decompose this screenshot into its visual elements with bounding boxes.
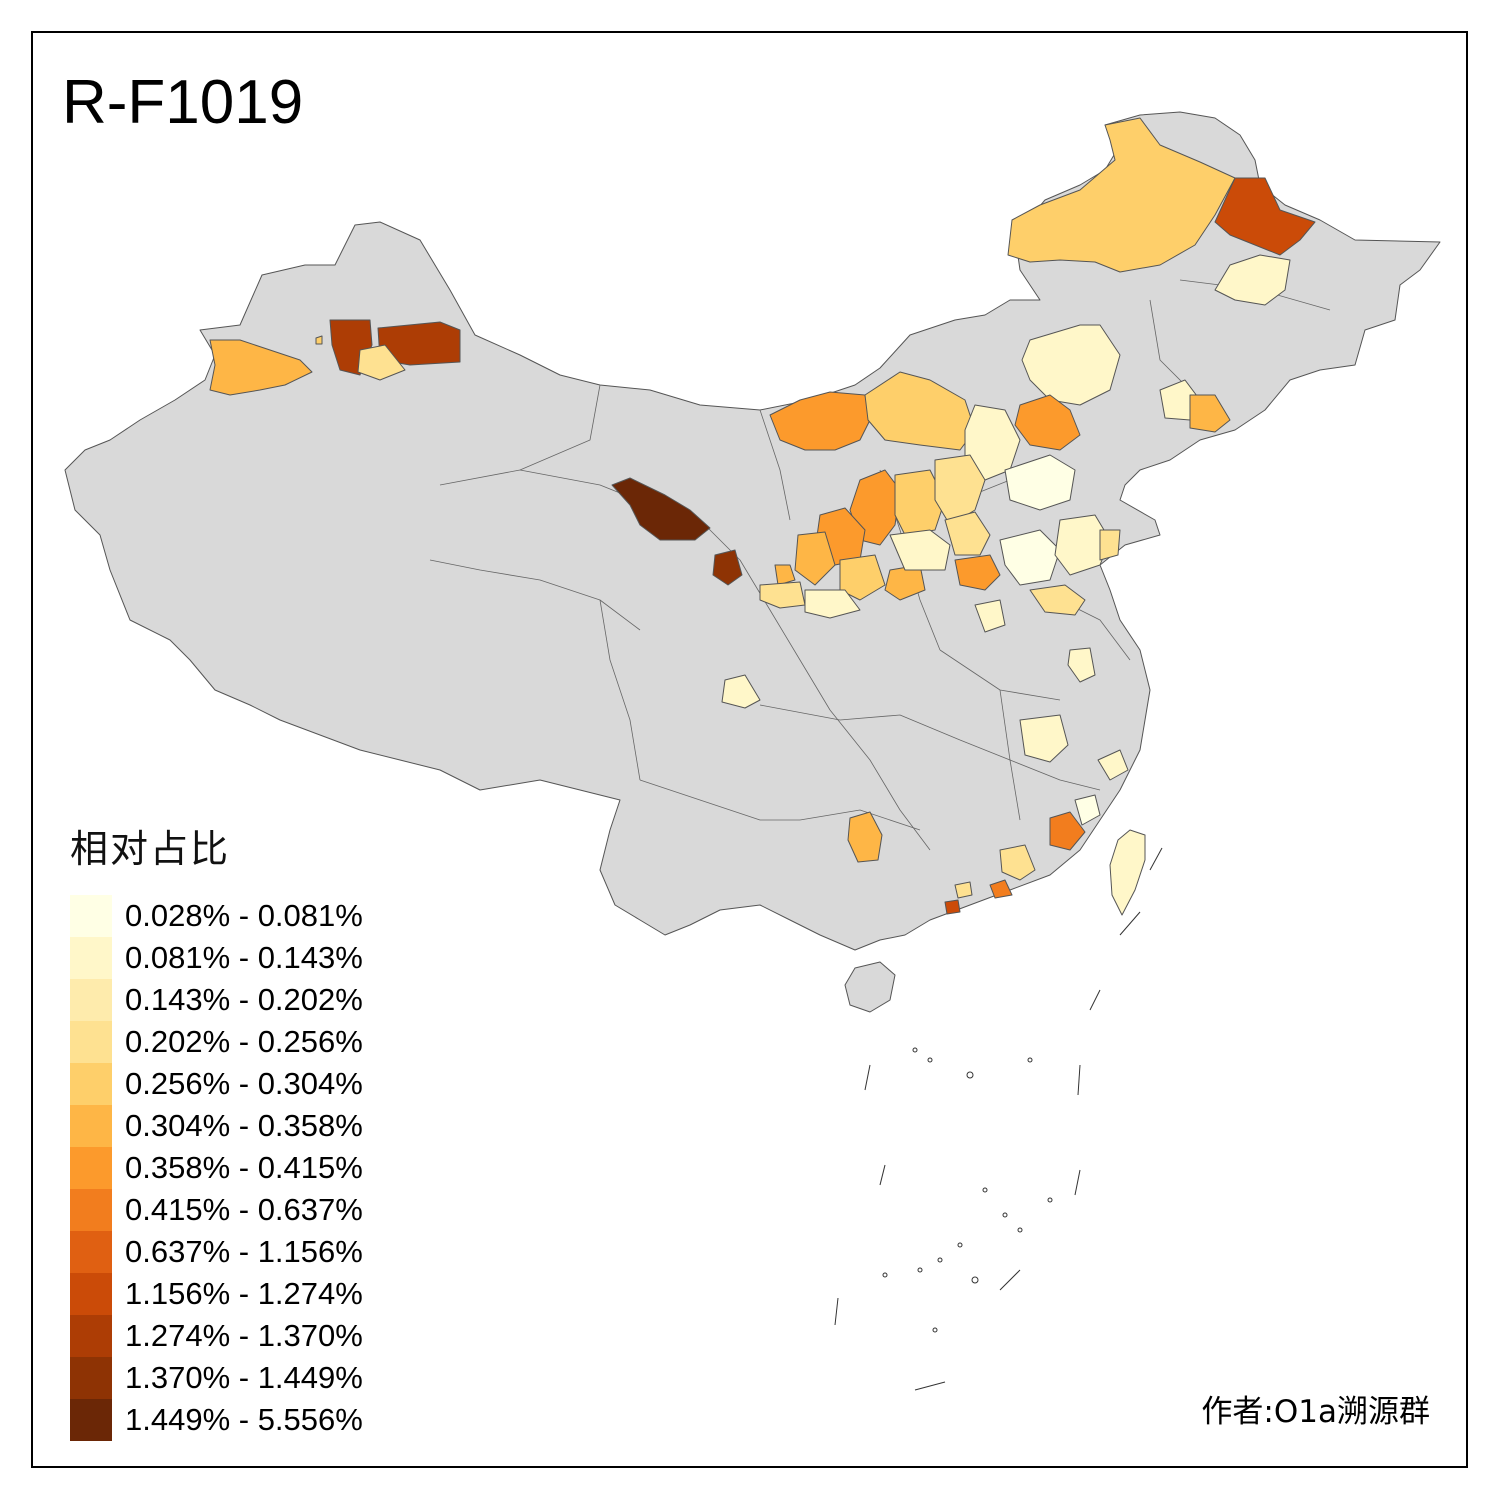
region-xilingol bbox=[1021, 324, 1121, 406]
region-xining bbox=[712, 549, 743, 586]
legend-swatch bbox=[70, 979, 112, 1021]
region-liaoning-east bbox=[1189, 394, 1231, 433]
legend-label: 1.449% - 5.556% bbox=[125, 1402, 363, 1437]
legend-swatch bbox=[70, 1399, 112, 1441]
region-hebei-south bbox=[1004, 454, 1076, 511]
legend-label: 1.156% - 1.274% bbox=[125, 1276, 363, 1311]
legend-label: 0.202% - 0.256% bbox=[125, 1024, 363, 1059]
region-anhui bbox=[1067, 647, 1096, 683]
region-henan-mid bbox=[999, 529, 1061, 586]
legend-swatch bbox=[70, 1147, 112, 1189]
legend-label: 0.304% - 0.358% bbox=[125, 1108, 363, 1143]
region-chifeng bbox=[1014, 394, 1081, 451]
legend-item: 0.256% - 0.304% bbox=[70, 1063, 363, 1105]
legend-label: 0.143% - 0.202% bbox=[125, 982, 363, 1017]
region-shandong bbox=[1054, 514, 1111, 576]
region-jiuquan bbox=[611, 477, 711, 541]
legend-swatch bbox=[70, 1315, 112, 1357]
region-xian bbox=[889, 529, 951, 571]
legend-swatch bbox=[70, 1231, 112, 1273]
region-fujian-north bbox=[1074, 794, 1101, 826]
region-jiangmen bbox=[944, 899, 961, 915]
region-ankang bbox=[974, 599, 1006, 633]
legend-item: 1.449% - 5.556% bbox=[70, 1399, 363, 1441]
region-hulunbuir bbox=[1007, 117, 1236, 273]
legend-item: 1.274% - 1.370% bbox=[70, 1315, 363, 1357]
legend-item: 0.415% - 0.637% bbox=[70, 1189, 363, 1231]
region-bortala bbox=[357, 344, 406, 381]
region-shanxi bbox=[934, 454, 986, 526]
legend-label: 0.637% - 1.156% bbox=[125, 1234, 363, 1269]
region-shandong-east bbox=[1099, 529, 1121, 561]
legend-swatch bbox=[70, 1189, 112, 1231]
region-guizhou bbox=[847, 811, 883, 863]
author-credit: 作者:O1a溯源群 bbox=[1201, 1394, 1430, 1430]
region-hanzhong bbox=[804, 589, 861, 619]
region-hebei-north bbox=[964, 404, 1021, 481]
legend-swatch bbox=[70, 1273, 112, 1315]
region-garze bbox=[721, 674, 761, 709]
legend-item: 1.156% - 1.274% bbox=[70, 1273, 363, 1315]
legend-swatch bbox=[70, 1063, 112, 1105]
legend-label: 1.370% - 1.449% bbox=[125, 1360, 363, 1395]
region-heilongjiang-light bbox=[1214, 254, 1291, 306]
legend-label: 0.415% - 0.637% bbox=[125, 1192, 363, 1227]
legend-label: 1.274% - 1.370% bbox=[125, 1318, 363, 1353]
hainan-island bbox=[844, 961, 896, 1013]
region-yanan bbox=[894, 469, 946, 536]
taiwan-region bbox=[1109, 829, 1146, 916]
region-jiangxi bbox=[1019, 714, 1069, 763]
region-gansu-south bbox=[759, 581, 806, 609]
legend-item: 0.143% - 0.202% bbox=[70, 979, 363, 1021]
map-title: R-F1019 bbox=[62, 68, 304, 137]
legend-label: 0.081% - 0.143% bbox=[125, 940, 363, 975]
region-tacheng bbox=[209, 339, 313, 396]
legend-item: 0.358% - 0.415% bbox=[70, 1147, 363, 1189]
legend-item: 0.202% - 0.256% bbox=[70, 1021, 363, 1063]
legend-swatch bbox=[70, 1021, 112, 1063]
legend: 相对占比 0.028% - 0.081% 0.081% - 0.143% 0.143… bbox=[70, 818, 363, 1441]
region-zhejiang-south bbox=[1097, 749, 1129, 781]
legend-item: 1.370% - 1.449% bbox=[70, 1357, 363, 1399]
legend-label: 0.358% - 0.415% bbox=[125, 1150, 363, 1185]
legend-item: 0.028% - 0.081% bbox=[70, 895, 363, 937]
south-china-sea-islands bbox=[834, 847, 1163, 1391]
legend-title: 相对占比 bbox=[70, 827, 231, 871]
region-shantou bbox=[989, 879, 1013, 899]
legend-item: 0.637% - 1.156% bbox=[70, 1231, 363, 1273]
china-outline bbox=[64, 111, 1441, 951]
map-frame bbox=[31, 31, 1468, 1468]
legend-swatch bbox=[70, 895, 112, 937]
region-guangzhou bbox=[954, 881, 973, 899]
region-heilongjiang-dark bbox=[1214, 177, 1316, 256]
legend-swatch bbox=[70, 1105, 112, 1147]
legend-rows: 0.028% - 0.081% 0.081% - 0.143% 0.143% - 0… bbox=[70, 895, 363, 1441]
legend-swatch bbox=[70, 1357, 112, 1399]
region-guangdong-north bbox=[999, 844, 1036, 881]
region-tianshui bbox=[774, 564, 796, 586]
region-luoyang bbox=[954, 554, 1001, 591]
region-jiangsu-north bbox=[1029, 584, 1086, 616]
region-guyuan bbox=[794, 531, 836, 586]
legend-label: 0.028% - 0.081% bbox=[125, 898, 363, 933]
legend-item: 0.304% - 0.358% bbox=[70, 1105, 363, 1147]
legend-swatch bbox=[70, 937, 112, 979]
region-gansu-east bbox=[839, 554, 886, 601]
region-small-xj bbox=[315, 335, 323, 345]
legend-label: 0.256% - 0.304% bbox=[125, 1066, 363, 1101]
region-henan-west bbox=[944, 511, 991, 556]
region-fuzhou bbox=[1049, 811, 1086, 851]
region-alxa bbox=[769, 391, 871, 451]
legend-item: 0.081% - 0.143% bbox=[70, 937, 363, 979]
